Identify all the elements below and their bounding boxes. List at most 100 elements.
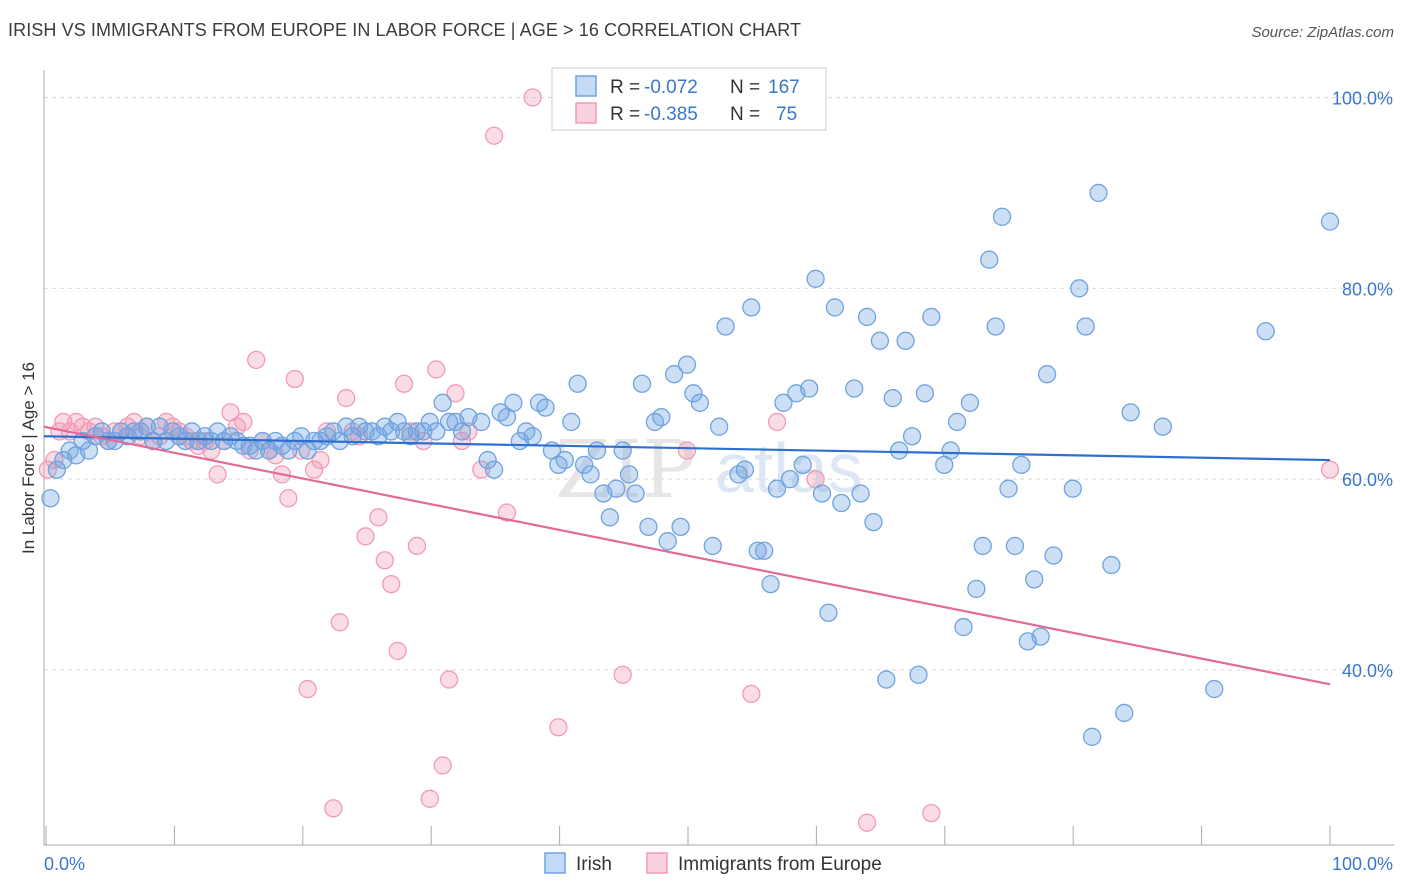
europe-point: [459, 422, 478, 441]
irish-point: [279, 441, 298, 460]
irish-point: [819, 603, 838, 622]
irish-point: [478, 450, 497, 470]
irish-point: [632, 374, 652, 393]
europe-point: [311, 450, 330, 470]
svg-text:atlas: atlas: [715, 429, 863, 507]
irish-point: [1012, 455, 1031, 475]
irish-point: [877, 670, 896, 689]
europe-point: [330, 613, 349, 632]
irish-point: [1115, 703, 1134, 723]
europe-point: [394, 374, 414, 393]
irish-point: [1205, 679, 1224, 699]
legend-r-value-irish: -0.072: [644, 77, 698, 98]
irish-point: [47, 460, 67, 479]
irish-point: [1256, 322, 1275, 341]
legend-box: R = -0.072 N = 167 R = -0.385 N = 75: [551, 67, 827, 131]
irish-point: [812, 484, 832, 503]
irish-point: [1037, 365, 1057, 384]
irish-point: [883, 388, 902, 408]
chart-title: IRISH VS IMMIGRANTS FROM EUROPE IN LABOR…: [8, 20, 802, 40]
x-tick-label: 100.0%: [1332, 854, 1393, 874]
europe-point: [472, 460, 491, 479]
europe-point: [452, 431, 472, 451]
irish-point: [954, 617, 973, 637]
irish-point: [613, 441, 632, 460]
irish-point: [176, 431, 195, 451]
legend-swatch-irish: [575, 75, 597, 97]
irish-point: [1121, 403, 1140, 422]
irish-point: [684, 384, 703, 403]
europe-point: [613, 665, 632, 684]
irish-point: [1082, 727, 1102, 746]
irish-point: [967, 579, 986, 599]
y-tick-label: 40.0%: [1342, 661, 1393, 681]
y-tick-labels: 40.0% 60.0% 80.0% 100.0%: [1332, 89, 1393, 682]
irish-point: [992, 207, 1012, 226]
irish-point: [677, 355, 697, 374]
irish-point: [755, 541, 774, 560]
europe-point: [420, 789, 439, 808]
legend-swatch-europe: [575, 102, 597, 124]
irish-point: [92, 422, 112, 441]
irish-point: [1320, 212, 1340, 231]
x-tick-labels: 0.0% 100.0%: [44, 854, 1393, 874]
europe-point: [1320, 460, 1340, 479]
irish-point: [504, 393, 523, 412]
irish-point: [664, 365, 684, 384]
europe-point: [375, 551, 394, 570]
irish-point: [536, 398, 555, 417]
legend-r-label-europe: R =: [610, 104, 640, 125]
irish-point: [941, 441, 960, 460]
europe-point: [922, 803, 941, 823]
irish-point: [1070, 279, 1089, 298]
irish-point: [626, 484, 645, 503]
europe-point: [446, 384, 465, 403]
irish-point: [999, 479, 1018, 498]
irish-point: [761, 574, 780, 594]
europe-point: [337, 388, 356, 408]
europe-point: [304, 460, 324, 479]
europe-point: [857, 813, 877, 832]
legend-n-label-irish: N =: [730, 77, 760, 98]
europe-point: [523, 88, 542, 107]
irish-point: [774, 393, 793, 412]
irish-point: [420, 412, 439, 432]
irish-point: [902, 427, 922, 446]
irish-point: [562, 412, 581, 432]
y-tick-label: 60.0%: [1342, 470, 1393, 490]
irish-point: [845, 379, 864, 398]
irish-point: [960, 393, 980, 412]
irish-point: [870, 331, 890, 350]
x-tick-label: 0.0%: [44, 854, 85, 874]
irish-point: [806, 269, 825, 288]
irish-point: [639, 517, 658, 537]
chart-source: Source: ZipAtlas.com: [1251, 24, 1394, 41]
legend-n-label-europe: N =: [730, 104, 760, 125]
irish-point: [484, 460, 504, 479]
y-tick-label: 80.0%: [1342, 279, 1393, 299]
irish-point: [947, 412, 967, 432]
europe-points: [38, 88, 1340, 832]
europe-point: [549, 718, 568, 737]
irish-point: [1044, 546, 1063, 565]
europe-point: [439, 670, 459, 689]
y-tick-label: 100.0%: [1332, 89, 1393, 109]
europe-point: [279, 489, 298, 508]
irish-point: [41, 489, 60, 508]
irish-point: [407, 422, 427, 441]
irish-point: [851, 484, 870, 503]
bottom-legend-label-irish: Irish: [576, 854, 612, 875]
irish-point: [980, 250, 999, 269]
y-axis-label: In Labor Force | Age > 16: [19, 362, 38, 554]
europe-point: [208, 465, 227, 484]
irish-point: [607, 479, 626, 498]
irish-point: [922, 307, 941, 327]
irish-point: [658, 532, 677, 551]
irish-point: [568, 374, 587, 393]
irish-point: [202, 431, 221, 451]
irish-point: [1005, 536, 1025, 556]
irish-point: [742, 298, 761, 317]
irish-point: [1089, 183, 1108, 203]
svg-text:ZIP: ZIP: [555, 423, 696, 516]
bottom-legend: Irish Immigrants from Europe: [544, 852, 882, 875]
